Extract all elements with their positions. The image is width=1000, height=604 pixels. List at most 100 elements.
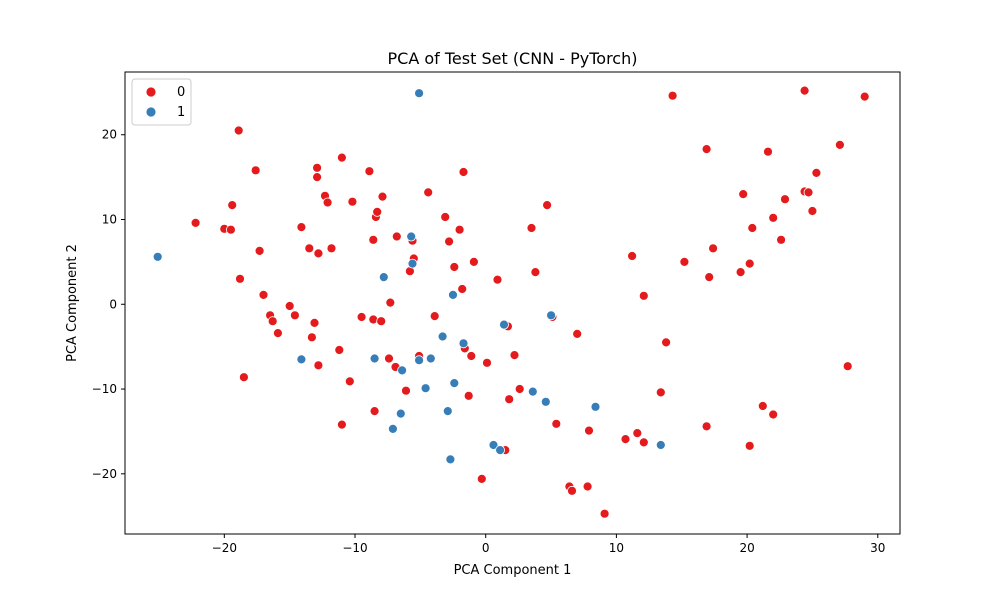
data-point-series-0 bbox=[807, 206, 818, 216]
data-point-series-0 bbox=[584, 425, 594, 436]
data-point-series-0 bbox=[701, 144, 712, 155]
legend-marker-1 bbox=[145, 106, 157, 118]
data-point-series-0 bbox=[572, 328, 583, 339]
data-point-series-0 bbox=[313, 360, 324, 371]
data-point-series-1 bbox=[425, 353, 436, 364]
data-point-series-0 bbox=[704, 272, 715, 283]
data-point-series-0 bbox=[504, 394, 515, 405]
data-point-series-0 bbox=[423, 187, 434, 198]
legend-label-1: 1 bbox=[177, 105, 185, 120]
data-point-series-0 bbox=[454, 224, 465, 235]
data-point-series-0 bbox=[235, 273, 245, 284]
data-point-series-1 bbox=[414, 355, 425, 366]
data-point-series-0 bbox=[444, 236, 455, 247]
data-point-series-0 bbox=[803, 187, 814, 198]
data-point-series-0 bbox=[250, 165, 261, 176]
data-point-series-1 bbox=[387, 423, 398, 434]
y-tick-label: 0 bbox=[109, 297, 117, 311]
data-point-series-1 bbox=[527, 386, 538, 397]
y-tick-label: −20 bbox=[92, 467, 117, 481]
x-tick-label: 0 bbox=[482, 541, 490, 555]
data-point-series-0 bbox=[336, 419, 347, 430]
data-point-series-0 bbox=[336, 152, 347, 163]
data-point-series-0 bbox=[440, 212, 451, 222]
x-axis-label: PCA Component 1 bbox=[454, 563, 572, 578]
y-axis-ticks: −20 −10 0 10 20 bbox=[92, 128, 125, 481]
data-point-series-0 bbox=[735, 267, 746, 278]
data-point-series-0 bbox=[661, 337, 671, 348]
data-point-series-1 bbox=[445, 454, 456, 465]
data-point-series-0 bbox=[468, 256, 479, 267]
data-point-series-0 bbox=[369, 406, 380, 417]
data-point-series-1 bbox=[442, 406, 453, 417]
data-point-series-0 bbox=[364, 166, 375, 177]
data-point-series-1 bbox=[369, 353, 380, 364]
data-point-series-0 bbox=[376, 316, 387, 327]
data-point-series-0 bbox=[304, 243, 315, 254]
data-point-series-0 bbox=[334, 345, 345, 355]
data-point-series-1 bbox=[458, 338, 469, 349]
data-point-series-1 bbox=[546, 310, 556, 321]
data-point-series-0 bbox=[701, 421, 712, 432]
data-point-series-1 bbox=[437, 331, 448, 342]
data-point-series-1 bbox=[397, 365, 408, 376]
data-point-series-0 bbox=[457, 284, 468, 294]
data-point-series-0 bbox=[655, 387, 666, 398]
data-point-series-0 bbox=[384, 353, 394, 364]
x-tick-label: −20 bbox=[212, 541, 237, 555]
data-point-series-0 bbox=[509, 350, 520, 361]
data-point-series-1 bbox=[540, 396, 551, 407]
data-point-series-0 bbox=[768, 409, 779, 420]
data-point-series-1 bbox=[406, 231, 417, 242]
data-point-series-1 bbox=[488, 440, 499, 450]
x-axis-ticks: −20 −10 0 10 20 30 bbox=[212, 534, 885, 555]
legend-label-0: 0 bbox=[177, 85, 185, 100]
data-point-series-0 bbox=[799, 85, 810, 96]
data-point-series-0 bbox=[225, 224, 236, 235]
data-point-series-0 bbox=[738, 189, 749, 200]
data-point-series-1 bbox=[499, 319, 509, 330]
data-point-series-1 bbox=[448, 289, 458, 300]
data-point-series-0 bbox=[667, 90, 678, 101]
data-point-series-1 bbox=[420, 383, 431, 394]
data-point-series-0 bbox=[620, 434, 631, 445]
data-point-series-0 bbox=[632, 428, 643, 439]
legend: 0 1 bbox=[131, 78, 192, 126]
data-point-series-0 bbox=[463, 390, 474, 401]
data-point-series-1 bbox=[495, 445, 506, 456]
data-point-series-0 bbox=[835, 139, 845, 150]
data-point-series-0 bbox=[458, 167, 469, 177]
data-point-series-1 bbox=[407, 258, 418, 269]
data-point-series-0 bbox=[526, 223, 537, 233]
data-point-series-1 bbox=[395, 408, 406, 419]
data-points bbox=[152, 85, 870, 519]
data-point-series-0 bbox=[811, 167, 822, 178]
data-point-series-0 bbox=[763, 146, 773, 157]
data-point-series-0 bbox=[289, 310, 300, 321]
data-point-series-0 bbox=[312, 172, 323, 183]
x-tick-label: 30 bbox=[870, 541, 885, 555]
data-point-series-0 bbox=[708, 243, 718, 254]
data-point-series-0 bbox=[227, 200, 238, 211]
data-point-series-0 bbox=[313, 248, 324, 259]
data-point-series-0 bbox=[744, 440, 755, 451]
data-point-series-0 bbox=[272, 328, 283, 339]
data-point-series-0 bbox=[254, 245, 265, 256]
data-point-series-0 bbox=[466, 351, 477, 361]
data-point-series-0 bbox=[492, 274, 503, 285]
data-point-series-0 bbox=[582, 481, 593, 492]
chart-title: PCA of Test Set (CNN - PyTorch) bbox=[388, 49, 638, 68]
data-point-series-0 bbox=[744, 258, 755, 269]
data-point-series-0 bbox=[296, 222, 307, 233]
data-point-series-0 bbox=[344, 376, 355, 387]
data-point-series-0 bbox=[190, 217, 201, 228]
data-point-series-0 bbox=[347, 196, 358, 207]
data-point-series-0 bbox=[599, 508, 610, 519]
data-point-series-0 bbox=[372, 206, 383, 217]
data-point-series-0 bbox=[768, 212, 779, 223]
data-point-series-0 bbox=[368, 314, 379, 325]
data-point-series-0 bbox=[233, 125, 244, 136]
data-point-series-1 bbox=[378, 272, 389, 283]
data-point-series-0 bbox=[842, 361, 853, 372]
